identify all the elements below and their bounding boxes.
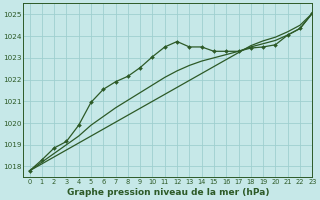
X-axis label: Graphe pression niveau de la mer (hPa): Graphe pression niveau de la mer (hPa): [67, 188, 269, 197]
